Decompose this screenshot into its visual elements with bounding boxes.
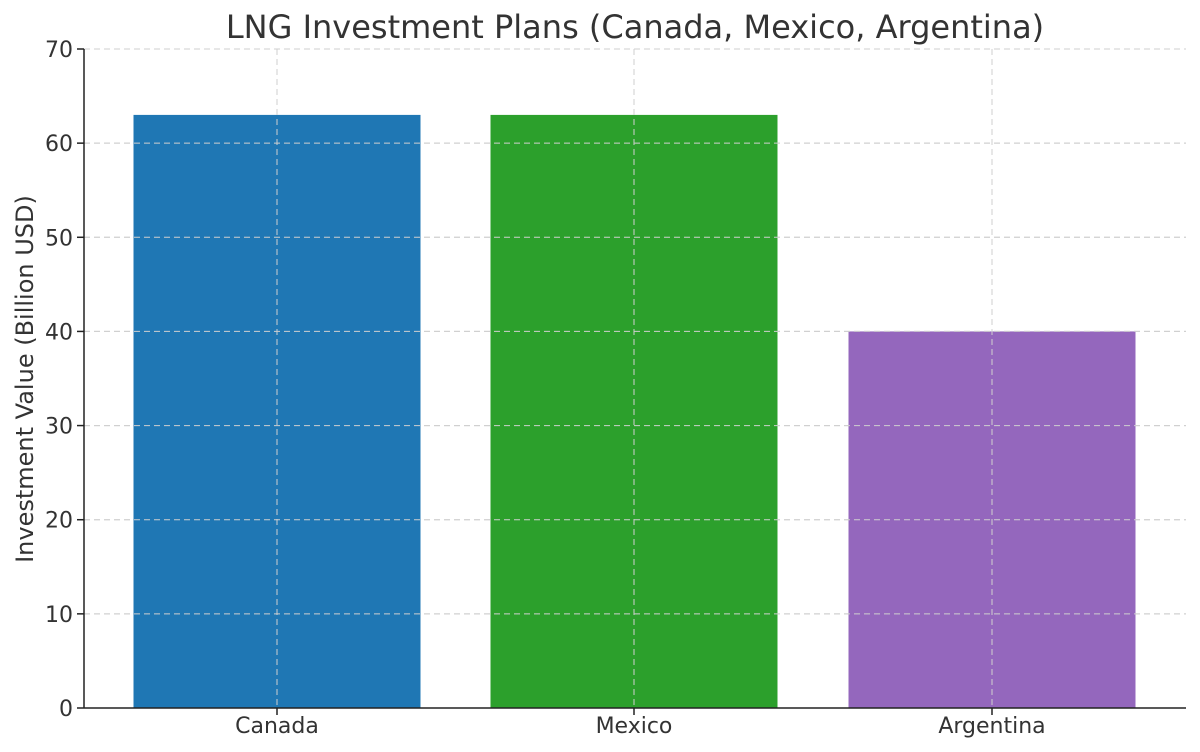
x-tick-label: Argentina — [938, 714, 1045, 739]
x-tick-label: Mexico — [596, 714, 673, 739]
tick-layer: 0 10 20 30 40 50 60 70 Canada Mexico Argentina — [45, 38, 1046, 739]
y-tick-label: 70 — [45, 38, 73, 63]
y-tick-label: 60 — [45, 132, 73, 157]
y-tick-label: 30 — [45, 415, 73, 440]
y-tick-label: 0 — [59, 697, 73, 722]
overlay-grid-layer — [84, 48, 1186, 708]
y-axis-label: Investment Value (Billion USD) — [11, 195, 39, 563]
x-tick-label: Canada — [235, 714, 319, 739]
y-tick-label: 50 — [45, 226, 73, 251]
chart-title: LNG Investment Plans (Canada, Mexico, Ar… — [226, 8, 1044, 46]
y-tick-label: 20 — [45, 509, 73, 534]
y-tick-label: 40 — [45, 320, 73, 345]
axis-layer — [83, 49, 1186, 709]
y-tick-label: 10 — [45, 603, 73, 628]
